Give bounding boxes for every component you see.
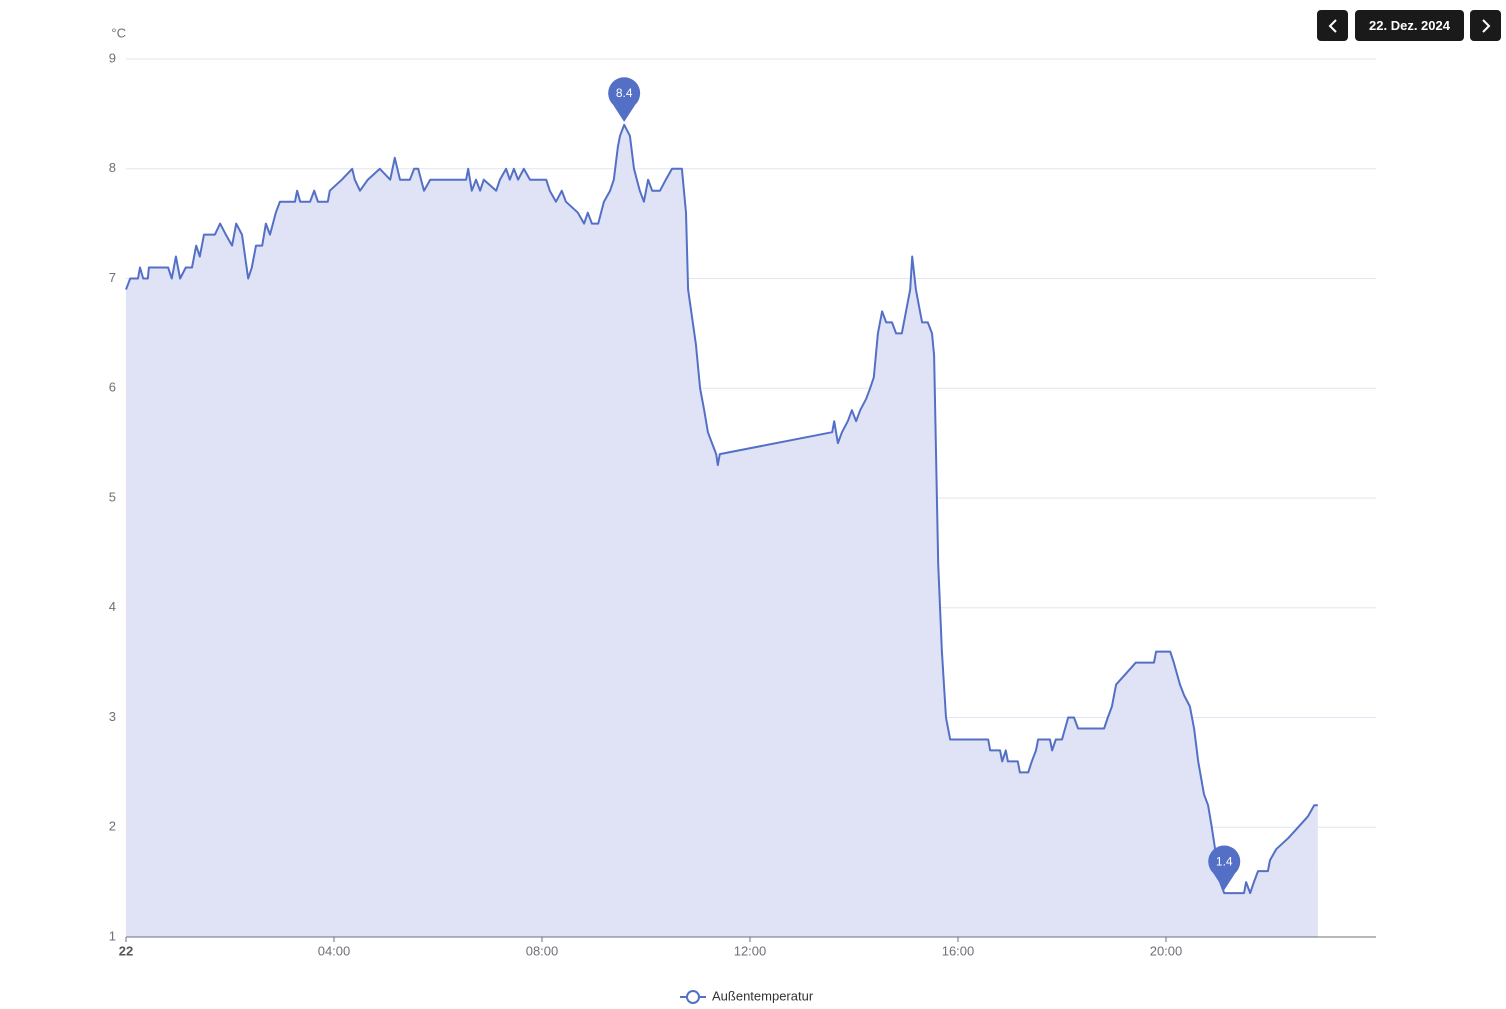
x-tick-label: 16:00: [942, 943, 975, 958]
marker-label: 1.4: [1216, 854, 1233, 868]
legend-symbol: [686, 990, 700, 1004]
line: [125, 123, 1318, 895]
prev-day-button[interactable]: [1317, 10, 1348, 41]
y-tick-label: 4: [109, 599, 116, 614]
next-day-button[interactable]: [1470, 10, 1501, 41]
x-tick-label: 12:00: [734, 943, 767, 958]
y-tick-label: 2: [109, 819, 116, 834]
marker-pin: [608, 77, 641, 122]
y-tick-label: 8: [109, 160, 116, 175]
x-tick-label: 20:00: [1150, 943, 1183, 958]
y-unit: °C: [111, 25, 126, 40]
y-tick-label: 9: [109, 50, 116, 65]
marker-label: 8.4: [616, 86, 633, 100]
marker-pin: [1208, 845, 1241, 891]
y-tick-label: 5: [109, 489, 116, 504]
y-tick-label: 3: [109, 709, 116, 724]
x-tick-label: 22: [119, 943, 133, 958]
area: [126, 124, 1318, 938]
x-tick-label: 04:00: [318, 943, 351, 958]
legend-label: Außentemperatur: [712, 988, 814, 1003]
date-button[interactable]: 22. Dez. 2024: [1355, 10, 1464, 41]
y-tick-label: 6: [109, 380, 116, 395]
y-tick-label: 7: [109, 270, 116, 285]
y-tick-label: 1: [109, 928, 116, 943]
chevron-right: [1481, 18, 1490, 33]
chevron-left: [1328, 18, 1337, 33]
x-tick-label: 08:00: [526, 943, 559, 958]
legend-item: Außentemperatur: [680, 988, 814, 1004]
